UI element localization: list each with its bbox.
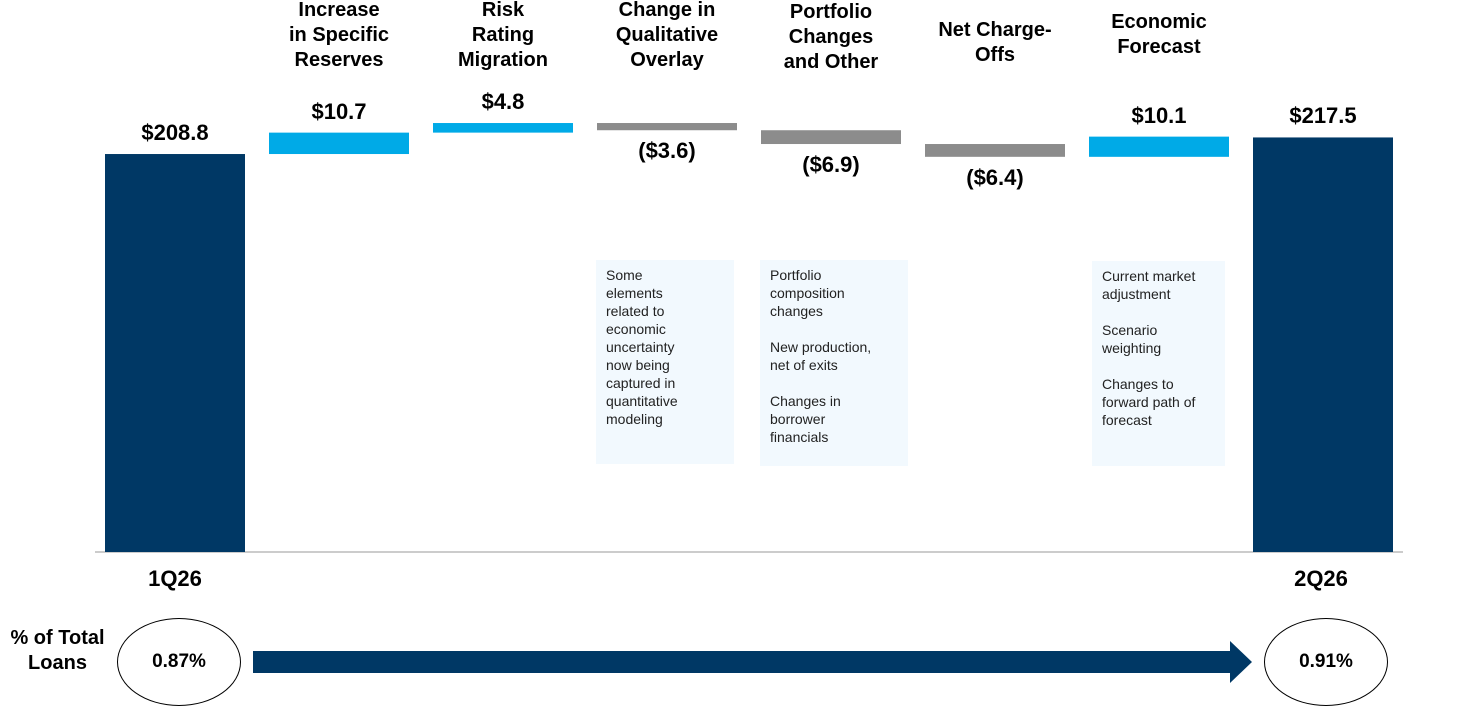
bar-4 <box>761 130 901 145</box>
ratio-start-value: 0.87% <box>152 651 206 672</box>
value-label-4: ($6.9) <box>802 152 860 178</box>
value-label-3: ($3.6) <box>638 138 696 164</box>
category-label-3: Change in Qualitative Overlay <box>615 0 719 71</box>
bar-1 <box>269 132 409 155</box>
category-label-5: Net Charge- Offs <box>938 19 1052 66</box>
note-portfolio-changes: Portfolio composition changes New produc… <box>760 260 908 466</box>
value-label-0: $208.8 <box>141 120 209 146</box>
value-label-1: $10.7 <box>311 98 367 124</box>
ratio-title: % of Total Loans <box>10 627 105 674</box>
progress-arrow-icon <box>253 641 1252 683</box>
bar-6 <box>1089 136 1229 157</box>
category-label-4: Portfolio Changes and Other <box>783 1 879 73</box>
category-label-1: Increase in Specific Reserves <box>288 0 390 71</box>
bar-0 <box>105 154 245 552</box>
category-label-6: Economic Forecast <box>1111 11 1207 58</box>
note-qualitative-overlay: Some elements related to economic uncert… <box>596 260 734 464</box>
end-period-label: 2Q26 <box>1294 566 1348 591</box>
value-label-2: $4.8 <box>481 89 525 115</box>
value-label-7: $217.5 <box>1289 103 1357 129</box>
note-economic-forecast: Current market adjustment Scenario weigh… <box>1092 261 1225 466</box>
category-label-2: Risk Rating Migration <box>458 0 548 71</box>
bar-7 <box>1253 137 1393 552</box>
ratio-end-circle: 0.91% <box>1264 618 1388 706</box>
bar-5 <box>925 144 1065 157</box>
bar-3 <box>597 123 737 131</box>
ratio-end-value: 0.91% <box>1299 651 1353 672</box>
value-label-5: ($6.4) <box>966 164 1024 190</box>
bar-2 <box>433 123 573 133</box>
start-period-label: 1Q26 <box>148 566 202 591</box>
value-label-6: $10.1 <box>1131 102 1187 128</box>
ratio-start-circle: 0.87% <box>117 618 241 706</box>
